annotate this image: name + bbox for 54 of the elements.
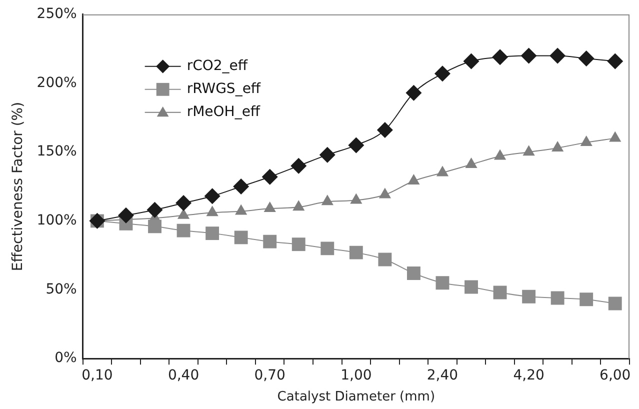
x-tick-label: 6,00 [600,368,631,384]
x-tick-label: 4,20 [513,368,544,384]
point [493,286,507,300]
legend-label: rMeOH_eff [186,104,260,120]
point [580,292,594,306]
point [434,66,450,82]
point [463,53,480,70]
x-tick-label: 1,00 [340,368,372,384]
y-tick-label: 150% [36,144,77,160]
y-tick-label: 200% [36,74,77,91]
x-tick-label: 0,10 [82,368,113,384]
point [550,48,566,64]
point [263,234,277,248]
point [234,230,248,244]
point [146,202,163,218]
y-tick-label: 100% [36,212,77,229]
legend-label: rCO2_eff [186,58,248,74]
x-tick-label: 0,40 [168,368,200,384]
point [262,168,278,185]
point [520,48,537,64]
point [492,49,508,66]
point [204,188,220,204]
point [376,122,393,138]
point [319,146,336,163]
point [348,137,364,154]
point [176,195,192,212]
point [206,226,220,240]
x-tick-label: 2,40 [426,368,458,384]
point [406,266,420,280]
point [406,84,422,101]
point [233,178,250,194]
y-tick-label: 50% [46,281,77,298]
legend-label: rRWGS_eff [186,81,261,98]
point [436,276,450,290]
point [464,280,478,294]
point [118,207,134,224]
point [176,224,190,238]
point [264,202,276,212]
x-axis-title: Catalyst Diameter (mm) [277,390,436,405]
point [349,246,363,260]
y-tick-label: 250% [36,6,77,22]
y-axis-title: Effectiveness Factor (%) [10,102,26,272]
point [292,238,306,252]
point [290,158,307,174]
x-tick-label: 0,70 [254,368,286,384]
point [550,291,564,305]
point [608,296,622,310]
point [148,220,162,234]
point [578,50,594,66]
point [522,290,536,304]
point [607,53,624,70]
y-tick-label: 0% [54,350,77,366]
point [378,252,392,266]
point [320,242,334,256]
